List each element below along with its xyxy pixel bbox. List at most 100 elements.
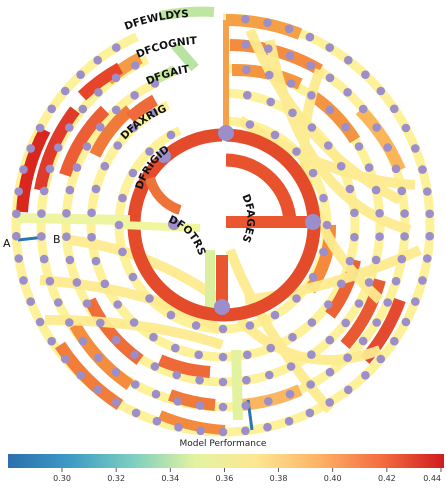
ring-node	[65, 123, 74, 132]
ring-node	[218, 402, 228, 412]
ring-node	[307, 318, 317, 327]
ring-node	[423, 187, 432, 196]
ring-node	[111, 367, 121, 377]
ring-node	[336, 279, 346, 289]
ring-node	[151, 389, 161, 399]
ring-node	[35, 317, 45, 327]
ring-node	[264, 397, 273, 406]
ring-node	[376, 86, 386, 96]
yellow-chord	[17, 213, 131, 225]
colorbar-tick-label: 0.38	[270, 474, 288, 483]
ring-node	[94, 353, 103, 363]
ring-node	[350, 208, 359, 218]
colorbar-tick-label: 0.42	[378, 474, 396, 483]
left-arcs	[16, 52, 159, 213]
ring-node	[319, 247, 328, 257]
ring-node	[375, 209, 384, 218]
ring-node	[345, 184, 355, 194]
ring-node	[266, 97, 276, 107]
ring-node	[325, 73, 335, 83]
ring-node	[391, 276, 401, 286]
ring-node	[305, 408, 315, 418]
ring-node	[400, 232, 409, 241]
ring-node	[149, 332, 158, 342]
ring-node	[96, 122, 105, 132]
ring-node	[100, 279, 110, 289]
ring-node	[284, 24, 294, 34]
node-a-label: A	[3, 237, 11, 250]
ring-node	[94, 88, 103, 97]
ring-node	[173, 397, 182, 406]
ring-node	[194, 350, 203, 360]
ring-node	[45, 164, 55, 174]
ring-node	[111, 105, 121, 115]
ring-node	[19, 165, 28, 174]
ring-node	[264, 44, 273, 53]
ring-node	[263, 18, 272, 28]
ring-node	[411, 297, 420, 306]
ring-node	[372, 123, 382, 132]
ring-node	[172, 370, 181, 380]
ring-node	[242, 375, 251, 385]
colorbar-title: Model Performance	[180, 439, 267, 449]
ring-node	[418, 276, 427, 285]
colorbar-tick-label: 0.32	[107, 474, 125, 483]
ring-node	[130, 350, 139, 360]
colorbar-tick-label: 0.30	[53, 474, 71, 483]
ring-node	[113, 300, 122, 309]
ring-node	[47, 336, 56, 346]
ring-node	[78, 104, 88, 114]
ring-node	[166, 310, 176, 320]
ring-node	[266, 343, 276, 353]
ring-node	[423, 254, 432, 263]
colorbar-tick-label: 0.34	[161, 474, 179, 483]
ring-node	[265, 70, 274, 80]
ring-node	[350, 232, 359, 242]
ring-node	[19, 276, 28, 285]
ring-node	[113, 141, 122, 150]
ring-node	[341, 122, 351, 132]
ring-node	[149, 108, 158, 118]
ring-node	[131, 61, 140, 70]
ring-node	[93, 55, 102, 65]
ring-node	[65, 255, 75, 265]
ring-node	[270, 130, 280, 140]
ring-node	[91, 184, 101, 194]
label-gap	[120, 0, 223, 225]
ring-node	[325, 367, 335, 377]
ring-node	[60, 86, 70, 96]
ring-node	[65, 185, 75, 195]
ring-node	[26, 297, 35, 306]
ring-node	[336, 161, 346, 171]
ring-node	[128, 272, 138, 282]
ring-node	[60, 354, 70, 364]
ring-node	[286, 362, 296, 371]
ring-node	[341, 318, 351, 328]
ring-node	[375, 232, 384, 241]
ring-node	[171, 343, 180, 353]
ring-node	[111, 73, 121, 83]
ring-node	[245, 120, 255, 129]
ring-node	[145, 147, 154, 156]
ring-node	[14, 187, 23, 196]
ring-node	[361, 371, 370, 380]
ring-node	[218, 377, 228, 387]
ring-node	[11, 231, 21, 241]
ring-node	[383, 143, 393, 152]
ring-node	[54, 143, 63, 152]
ring-node	[54, 298, 63, 307]
ring-node	[152, 416, 162, 426]
ring-node	[62, 209, 71, 218]
ring-node	[78, 336, 88, 346]
ring-node	[364, 278, 374, 287]
ring-node	[131, 408, 141, 418]
ring-node	[82, 142, 92, 151]
ring-node	[411, 144, 420, 153]
ring-node	[218, 352, 228, 362]
ring-node	[39, 186, 49, 196]
ring-node	[391, 164, 401, 174]
ring-node	[306, 61, 316, 70]
ring-node	[397, 254, 407, 264]
ring-node	[72, 278, 82, 287]
